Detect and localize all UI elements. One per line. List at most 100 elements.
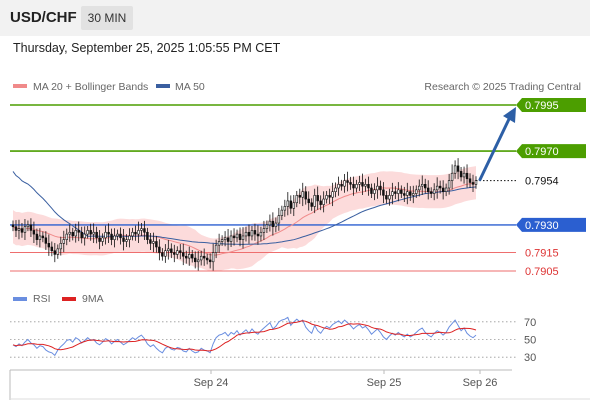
level-label-box	[516, 173, 586, 188]
chart-header: USD/CHF 30 MIN	[0, 0, 590, 36]
candle-body	[161, 252, 164, 257]
candle	[277, 207, 281, 231]
candle	[47, 234, 51, 256]
candle-body	[134, 231, 137, 235]
candle-body	[92, 231, 95, 235]
candle-body	[74, 230, 77, 237]
candle-body	[435, 185, 439, 191]
candle-body	[89, 230, 92, 235]
rsi-ma-line	[12, 320, 477, 352]
candle	[56, 244, 60, 259]
candle-body	[364, 184, 367, 187]
candle	[388, 188, 391, 206]
candle	[53, 242, 57, 263]
candle-body	[235, 233, 239, 239]
candle-body	[268, 220, 272, 226]
candle	[280, 205, 284, 221]
candle	[397, 182, 400, 202]
candle	[295, 190, 299, 208]
x-tick-label: Sep 25	[367, 377, 402, 389]
candle	[328, 188, 331, 204]
candle-body	[426, 187, 430, 192]
candle	[155, 235, 158, 253]
level-label-box	[516, 98, 586, 112]
candle	[435, 177, 439, 199]
candle	[140, 223, 143, 236]
candle	[134, 225, 137, 241]
candle-body	[110, 233, 113, 240]
candle	[355, 179, 358, 193]
candle-body	[289, 200, 293, 209]
candle-body	[128, 235, 131, 240]
candle-body	[328, 195, 331, 198]
rsi-legend: RSI 9MA	[13, 293, 104, 305]
candle	[161, 248, 164, 261]
x-tick-label: Sep 26	[463, 377, 498, 389]
candle	[71, 227, 74, 241]
rsi-ma-legend-label: 9MA	[82, 293, 104, 305]
candle	[196, 251, 200, 271]
candle	[214, 239, 218, 259]
candle	[38, 228, 42, 248]
candle	[199, 250, 203, 266]
candle-body	[423, 184, 427, 189]
candle	[406, 182, 409, 205]
candle-body	[62, 239, 65, 244]
candle-body	[474, 180, 478, 185]
candle-body	[343, 180, 346, 187]
candle	[423, 178, 427, 194]
candle	[74, 223, 77, 243]
candle-body	[325, 195, 328, 200]
candle-body	[20, 228, 24, 233]
level-label-text: 0.7970	[525, 146, 559, 158]
candles	[11, 158, 478, 271]
forecast-arrow-shaft	[478, 115, 512, 182]
candle	[247, 224, 251, 244]
candle	[217, 233, 221, 253]
candle-body	[286, 200, 290, 207]
bollinger-band-area	[13, 166, 476, 272]
forecast-arrow-head	[503, 107, 516, 123]
candle	[98, 230, 101, 250]
candle-body	[65, 233, 68, 240]
candle	[29, 218, 33, 238]
level-labels: 0.7995 0.7970 0.7954 0.7930 0.7915 0.7905	[516, 98, 586, 278]
candle	[325, 190, 328, 204]
timeframe-button[interactable]: 30 MIN	[81, 6, 133, 30]
candle	[364, 178, 367, 192]
candle	[418, 179, 421, 197]
candle	[304, 186, 307, 205]
rsi-tick-label-70: 70	[524, 317, 536, 329]
level-label-pivot-3: 0.7930	[516, 217, 586, 232]
candle	[26, 220, 30, 232]
candle	[453, 160, 457, 179]
candle-body	[370, 187, 373, 194]
candle-body	[412, 193, 415, 196]
candle-body	[438, 185, 442, 189]
candle-body	[193, 257, 197, 263]
candle-body	[83, 233, 86, 239]
candle-body	[101, 237, 104, 242]
level-label-text: 0.7905	[525, 266, 559, 278]
level-label-text: 0.7915	[525, 248, 559, 260]
candle-body	[191, 254, 194, 259]
candle	[59, 236, 63, 256]
candle	[346, 171, 349, 192]
candle	[334, 182, 337, 198]
candle	[412, 185, 415, 204]
candle-body	[38, 235, 42, 240]
candle	[313, 188, 316, 214]
candle	[116, 229, 119, 241]
level-label-current-2: 0.7954	[516, 173, 586, 188]
candle-body	[32, 230, 36, 235]
candle	[429, 187, 433, 198]
candle	[220, 235, 224, 246]
candle	[65, 228, 68, 246]
candle	[352, 176, 355, 196]
candle	[259, 226, 263, 242]
candle-body	[220, 239, 224, 242]
candle-body	[116, 233, 119, 237]
candle	[286, 192, 290, 216]
candle-body	[80, 231, 83, 239]
